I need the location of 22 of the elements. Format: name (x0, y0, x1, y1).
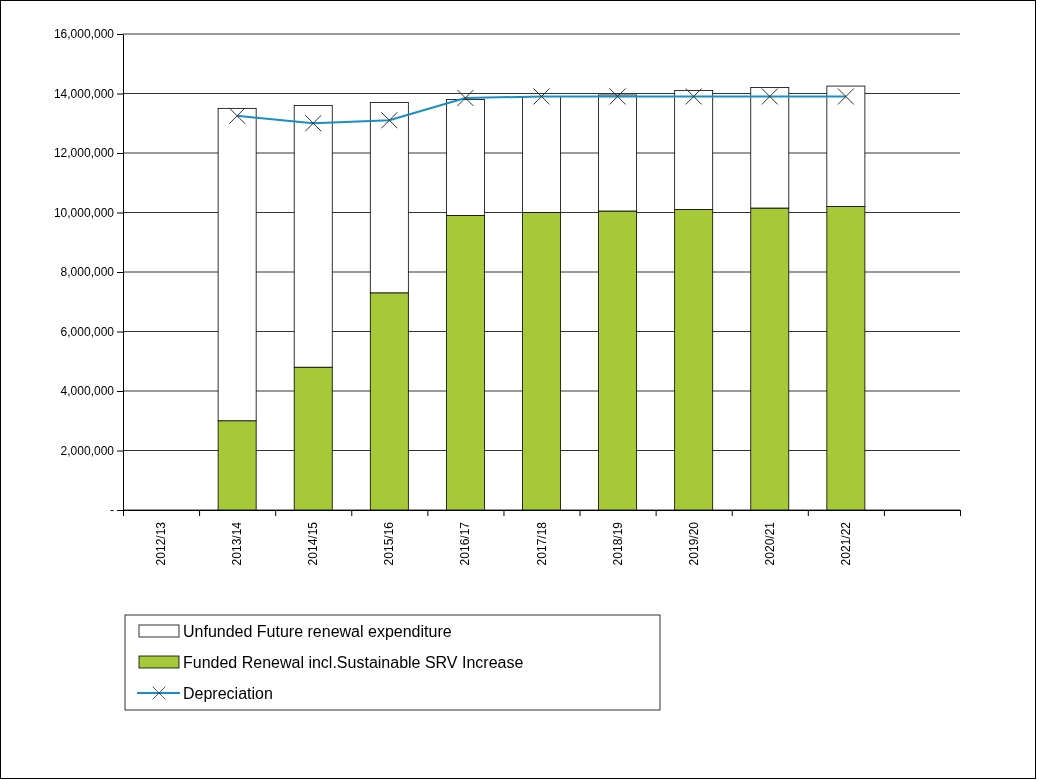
x-tick-label: 2012/13 (154, 521, 169, 566)
x-tick-label: 2021/22 (838, 521, 853, 566)
x-tick-label: 2017/18 (534, 521, 549, 566)
y-tick-label: 8,000,000 (60, 265, 115, 280)
x-tick-label: 2019/20 (686, 521, 701, 566)
x-tick-label: 2016/17 (458, 521, 473, 566)
legend-label: Funded Renewal incl.Sustainable SRV Increase (183, 654, 524, 671)
x-tick-label: 2014/15 (306, 521, 321, 566)
y-tick-label: 10,000,000 (53, 205, 115, 220)
y-tick-label: 4,000,000 (60, 384, 115, 399)
x-tick-label: 2013/14 (230, 521, 245, 566)
y-tick-label: 6,000,000 (60, 324, 115, 339)
x-tick-label: 2015/16 (382, 521, 397, 566)
x-tick-label: 2018/19 (610, 521, 625, 566)
legend-label: Depreciation (183, 685, 273, 702)
y-tick-label: 16,000,000 (53, 27, 115, 42)
y-tick-label: 14,000,000 (53, 86, 115, 101)
y-tick-label: - (110, 503, 114, 518)
y-tick-label: 12,000,000 (53, 146, 115, 161)
x-tick-label: 2020/21 (762, 521, 777, 566)
y-tick-label: 2,000,000 (60, 443, 115, 458)
legend-label: Unfunded Future renewal expenditure (183, 623, 452, 640)
